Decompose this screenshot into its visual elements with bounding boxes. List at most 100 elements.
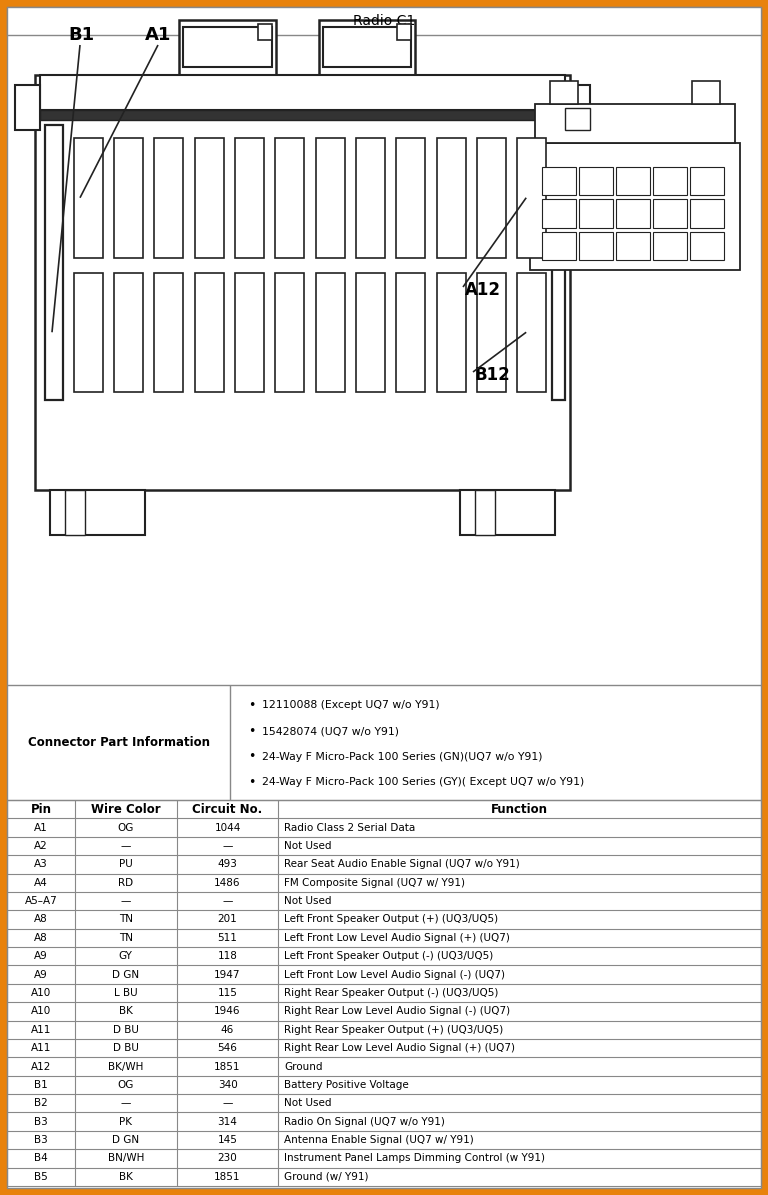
Text: B3: B3 xyxy=(34,1135,48,1145)
Text: Right Rear Speaker Output (+) (UQ3/UQ5): Right Rear Speaker Output (+) (UQ3/UQ5) xyxy=(284,1025,504,1035)
Bar xyxy=(690,167,724,195)
Text: B12: B12 xyxy=(475,366,511,384)
Text: A1: A1 xyxy=(34,822,48,833)
Bar xyxy=(258,24,272,39)
Bar xyxy=(50,490,145,535)
Text: D GN: D GN xyxy=(112,969,139,980)
Text: Left Front Low Level Audio Signal (-) (UQ7): Left Front Low Level Audio Signal (-) (U… xyxy=(284,969,505,980)
Text: RD: RD xyxy=(118,877,134,888)
Bar xyxy=(690,232,724,261)
Text: B5: B5 xyxy=(34,1172,48,1182)
Bar xyxy=(477,137,506,257)
Bar xyxy=(194,272,223,392)
Text: 24-Way F Micro-Pack 100 Series (GN)(UQ7 w/o Y91): 24-Way F Micro-Pack 100 Series (GN)(UQ7 … xyxy=(262,752,542,761)
Text: L BU: L BU xyxy=(114,988,137,998)
Bar xyxy=(579,232,613,261)
Text: —: — xyxy=(121,841,131,851)
Bar xyxy=(65,490,85,535)
Text: 1044: 1044 xyxy=(214,822,240,833)
Text: —: — xyxy=(223,896,233,906)
Bar xyxy=(475,490,495,535)
Text: Radio C1: Radio C1 xyxy=(353,14,415,27)
Bar xyxy=(235,272,264,392)
Bar xyxy=(653,167,687,195)
Bar xyxy=(356,137,385,257)
Text: Not Used: Not Used xyxy=(284,841,332,851)
Bar xyxy=(579,200,613,228)
Text: A10: A10 xyxy=(31,988,51,998)
Bar xyxy=(396,137,425,257)
Text: 1486: 1486 xyxy=(214,877,241,888)
Text: D GN: D GN xyxy=(112,1135,139,1145)
Bar xyxy=(535,104,735,143)
Text: B1: B1 xyxy=(68,26,94,44)
Text: Instrument Panel Lamps Dimming Control (w Y91): Instrument Panel Lamps Dimming Control (… xyxy=(284,1153,545,1164)
Text: A8: A8 xyxy=(34,933,48,943)
Text: Not Used: Not Used xyxy=(284,1098,332,1108)
Text: Left Front Speaker Output (-) (UQ3/UQ5): Left Front Speaker Output (-) (UQ3/UQ5) xyxy=(284,951,494,961)
Text: —: — xyxy=(223,1098,233,1108)
Bar xyxy=(518,272,546,392)
Bar xyxy=(40,75,565,110)
Text: Connector Part Information: Connector Part Information xyxy=(28,736,210,749)
Text: 118: 118 xyxy=(217,951,237,961)
Text: OG: OG xyxy=(118,1080,134,1090)
Text: 201: 201 xyxy=(217,914,237,925)
Text: 546: 546 xyxy=(217,1043,237,1053)
Bar xyxy=(616,232,650,261)
Bar xyxy=(542,200,576,228)
Text: A1: A1 xyxy=(145,26,171,44)
Text: Function: Function xyxy=(492,803,548,816)
Text: Ground: Ground xyxy=(284,1061,323,1072)
Text: 15428074 (UQ7 w/o Y91): 15428074 (UQ7 w/o Y91) xyxy=(262,727,399,736)
Text: Right Rear Low Level Audio Signal (-) (UQ7): Right Rear Low Level Audio Signal (-) (U… xyxy=(284,1006,511,1017)
Bar xyxy=(565,85,590,130)
Bar xyxy=(45,125,63,400)
Text: 340: 340 xyxy=(217,1080,237,1090)
Bar xyxy=(184,27,272,67)
Text: B4: B4 xyxy=(34,1153,48,1164)
Bar xyxy=(437,137,465,257)
Text: •: • xyxy=(248,776,256,789)
Text: A5–A7: A5–A7 xyxy=(25,896,58,906)
Bar xyxy=(692,81,720,104)
Bar xyxy=(74,137,103,257)
Text: A12: A12 xyxy=(31,1061,51,1072)
Bar xyxy=(180,20,276,75)
Bar xyxy=(653,200,687,228)
Bar xyxy=(550,81,578,104)
Bar xyxy=(653,232,687,261)
Text: 511: 511 xyxy=(217,933,237,943)
Text: Battery Positive Voltage: Battery Positive Voltage xyxy=(284,1080,409,1090)
Text: 1851: 1851 xyxy=(214,1061,241,1072)
Text: 1946: 1946 xyxy=(214,1006,241,1017)
Bar xyxy=(565,108,590,130)
Text: —: — xyxy=(121,896,131,906)
Bar xyxy=(194,137,223,257)
Text: 12110088 (Except UQ7 w/o Y91): 12110088 (Except UQ7 w/o Y91) xyxy=(262,700,439,711)
Text: Circuit No.: Circuit No. xyxy=(193,803,263,816)
Text: A4: A4 xyxy=(34,877,48,888)
Bar xyxy=(552,125,565,400)
Text: Right Rear Speaker Output (-) (UQ3/UQ5): Right Rear Speaker Output (-) (UQ3/UQ5) xyxy=(284,988,498,998)
Bar xyxy=(235,137,264,257)
Bar xyxy=(15,85,40,130)
Text: FM Composite Signal (UQ7 w/ Y91): FM Composite Signal (UQ7 w/ Y91) xyxy=(284,877,465,888)
Text: 1851: 1851 xyxy=(214,1172,241,1182)
Bar xyxy=(542,232,576,261)
Text: Left Front Speaker Output (+) (UQ3/UQ5): Left Front Speaker Output (+) (UQ3/UQ5) xyxy=(284,914,498,925)
Text: B3: B3 xyxy=(34,1116,48,1127)
Text: A11: A11 xyxy=(31,1025,51,1035)
Text: B1: B1 xyxy=(34,1080,48,1090)
Text: BK/WH: BK/WH xyxy=(108,1061,144,1072)
Text: A10: A10 xyxy=(31,1006,51,1017)
Text: Not Used: Not Used xyxy=(284,896,332,906)
Text: Pin: Pin xyxy=(31,803,51,816)
Text: TN: TN xyxy=(119,914,133,925)
Bar xyxy=(154,272,184,392)
Text: —: — xyxy=(121,1098,131,1108)
Bar xyxy=(114,272,143,392)
Bar xyxy=(616,167,650,195)
Text: A12: A12 xyxy=(465,281,501,299)
Text: B2: B2 xyxy=(34,1098,48,1108)
